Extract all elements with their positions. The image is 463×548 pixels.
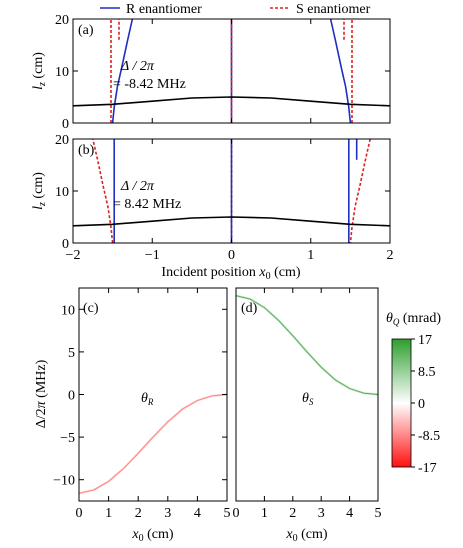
panel-c-xlabel: x0 (cm) <box>131 527 173 543</box>
legend: R enantiomer S enantiomer <box>100 2 371 17</box>
c-ytick-label-2: 0 <box>68 389 75 404</box>
colorbar-title: θQ (mrad) <box>386 311 441 327</box>
panel-b-annotation-line2: = 8.42 MHz <box>113 197 181 212</box>
colorbar-tick-label-1: 8.5 <box>418 365 436 380</box>
panel-d-xlabel: x0 (cm) <box>285 527 327 543</box>
colorbar-gradient <box>391 338 412 468</box>
panel-d-label: (d) <box>241 301 258 316</box>
c-curve-glow <box>78 393 228 495</box>
b-xtick-label-4: 2 <box>387 248 394 263</box>
panel-a-ylabel: lz (cm) <box>31 52 48 90</box>
panel-a-axes: 0 10 20 <box>55 13 391 132</box>
panel-d-data <box>235 294 379 396</box>
panel-c-ylabel: Δ/2π (MHz) <box>34 359 49 428</box>
panel-a-annotation-line1: Δ / 2π <box>120 59 155 74</box>
d-xtick-label-0: 0 <box>233 506 240 521</box>
d-xtick-label-1: 1 <box>261 506 268 521</box>
c-ytick-label-3: 5 <box>68 346 75 361</box>
a-series-2-segment-0 <box>72 96 391 107</box>
c-ytick-label-0: −10 <box>53 474 75 489</box>
panel-c-curve-label: θR <box>141 391 154 407</box>
panel-c: 0 1 2 3 4 5 −10 −5 0 5 10 (c) θR Δ/2π (MHz) x0 (cm… <box>34 287 231 544</box>
d-xtick-label-3: 3 <box>318 506 325 521</box>
d-xtick-label-4: 4 <box>346 506 353 521</box>
panel-d-axes: 0 1 2 3 4 5 <box>233 288 382 521</box>
b-series-2-segment-0 <box>72 216 391 227</box>
colorbar-tick-label-4: -17 <box>418 461 437 476</box>
panel-b-ylabel: lz (cm) <box>31 172 48 210</box>
d-xtick-label-5: 5 <box>375 506 382 521</box>
b-xtick-label-3: 1 <box>307 248 314 263</box>
a-ytick-label-1: 10 <box>55 65 69 80</box>
colorbar-tick-label-0: 17 <box>418 333 432 348</box>
d-xtick-label-2: 2 <box>289 506 296 521</box>
c-xtick-label-0: 0 <box>76 506 83 521</box>
c-xtick-label-2: 2 <box>135 506 142 521</box>
colorbar-tick-label-2: 0 <box>418 397 425 412</box>
c-xtick-label-5: 5 <box>224 506 231 521</box>
panel-b-label: (b) <box>78 143 95 158</box>
panel-d-curve-label: θS <box>302 391 314 407</box>
panel-b-annotation-line1: Δ / 2π <box>120 179 155 194</box>
a-series-0-segment-0 <box>111 18 134 124</box>
panel-d: 0 1 2 3 4 5 (d) θS x0 (cm) <box>233 287 382 544</box>
panel-c-label: (c) <box>83 301 99 316</box>
colorbar-tick-label-3: -8.5 <box>418 429 440 444</box>
b-xtick-label-0: −2 <box>66 248 81 263</box>
legend-s-label: S enantiomer <box>296 2 371 17</box>
a-ytick-label-0: 0 <box>62 117 69 132</box>
panel-d-frame <box>235 287 379 502</box>
b-series-0-segment-0 <box>92 138 114 244</box>
c-xtick-label-1: 1 <box>105 506 112 521</box>
panel-b-xlabel: Incident position x0 (cm) <box>161 265 300 282</box>
b-series-0-segment-2 <box>349 138 371 244</box>
panel-c-data <box>78 393 228 495</box>
c-ytick-label-4: 10 <box>61 303 75 318</box>
a-ytick-label-2: 20 <box>55 13 69 28</box>
panel-a-data <box>72 18 391 124</box>
colorbar-ticks: 17 8.5 0 -8.5 -17 <box>411 333 440 476</box>
panel-c-frame <box>78 287 228 502</box>
colorbar: θQ (mrad) 17 8.5 0 -8.5 -17 <box>386 311 441 476</box>
c-ytick-label-1: −5 <box>60 431 75 446</box>
c-xtick-label-3: 3 <box>164 506 171 521</box>
panel-a-label: (a) <box>78 23 94 38</box>
d-curve <box>235 295 379 395</box>
b-xtick-label-1: −1 <box>145 248 160 263</box>
a-series-0-segment-2 <box>329 18 352 124</box>
panel-a: 0 10 20 (a) Δ / 2π = -8.42 MHz lz (cm) <box>31 13 391 132</box>
panel-a-annotation-line2: = -8.42 MHz <box>113 77 186 92</box>
panel-c-axes: 0 1 2 3 4 5 −10 −5 0 5 10 <box>53 288 231 521</box>
legend-r-label: R enantiomer <box>126 2 202 17</box>
b-ytick-label-1: 10 <box>55 185 69 200</box>
b-xtick-label-2: 0 <box>228 248 235 263</box>
c-curve <box>78 394 228 494</box>
b-ytick-label-0: 0 <box>62 237 69 252</box>
b-ytick-label-2: 20 <box>55 133 69 148</box>
c-xtick-label-4: 4 <box>194 506 201 521</box>
panel-b-data <box>72 138 391 244</box>
